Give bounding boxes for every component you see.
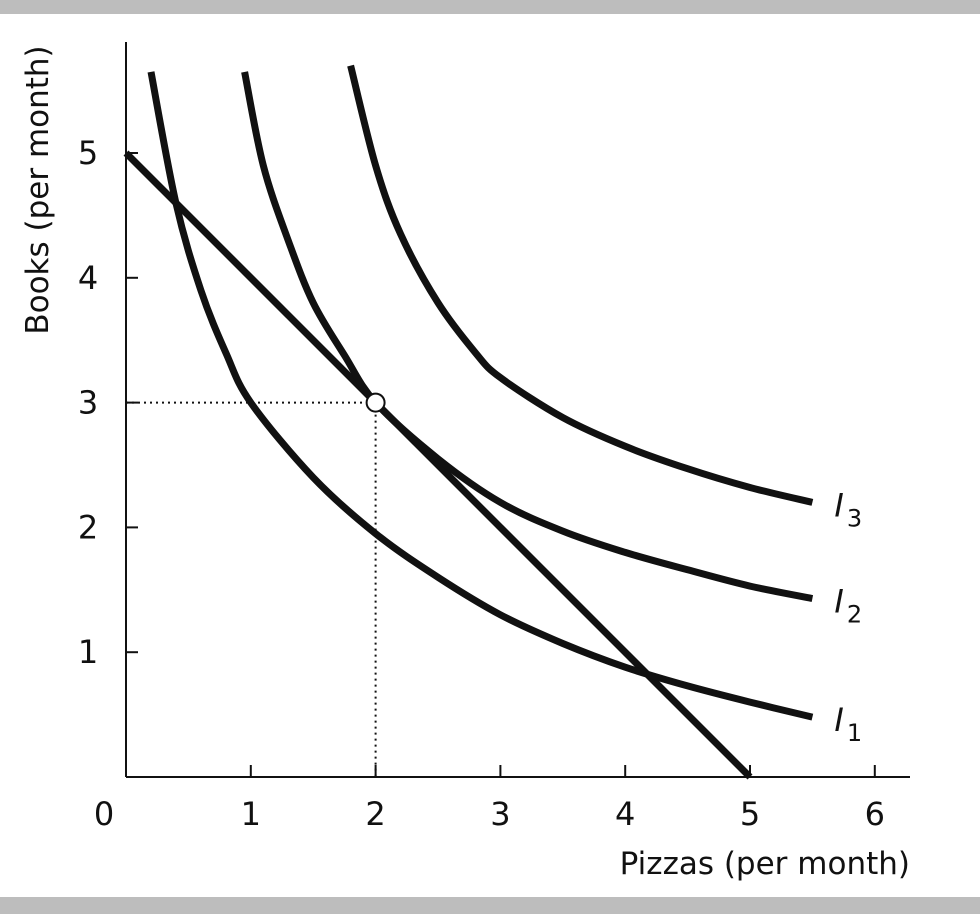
x-tick-label: 3 [490, 795, 510, 833]
x-tick-label: 2 [365, 795, 385, 833]
y-tick-label: 3 [78, 384, 98, 422]
y-ticks-group: 1 2 3 4 5 [78, 134, 138, 671]
y-tick-label: 2 [78, 508, 98, 546]
x-axis-title: Pizzas (per month) [620, 846, 910, 882]
x-ticks-group: 1 2 3 4 5 6 [241, 765, 885, 833]
optimum-guides [126, 401, 377, 777]
y-axis-title: Books (per month) [20, 45, 56, 334]
x-tick-label: 5 [740, 795, 760, 833]
y-tick-label: 5 [78, 134, 98, 172]
indifference-curve-i2 [241, 71, 814, 602]
x-tick-label: 1 [241, 795, 261, 833]
optimum-point-marker [365, 392, 386, 413]
y-tick-label: 4 [78, 259, 98, 297]
x-tick-label: 6 [865, 795, 885, 833]
axes-group [125, 42, 910, 778]
top-border-band [0, 0, 980, 14]
curves-group [123, 64, 814, 780]
y-tick-label: 1 [78, 633, 98, 671]
indifference-curve-i3 [347, 64, 814, 506]
origin-label: 0 [94, 795, 114, 833]
indifference-curve-i1 [147, 71, 814, 721]
x-tick-label: 4 [615, 795, 635, 833]
bottom-border-band [0, 897, 980, 914]
curve-labels-group: I 1 I 2 I 3 [834, 486, 862, 747]
budget-line [123, 150, 753, 780]
